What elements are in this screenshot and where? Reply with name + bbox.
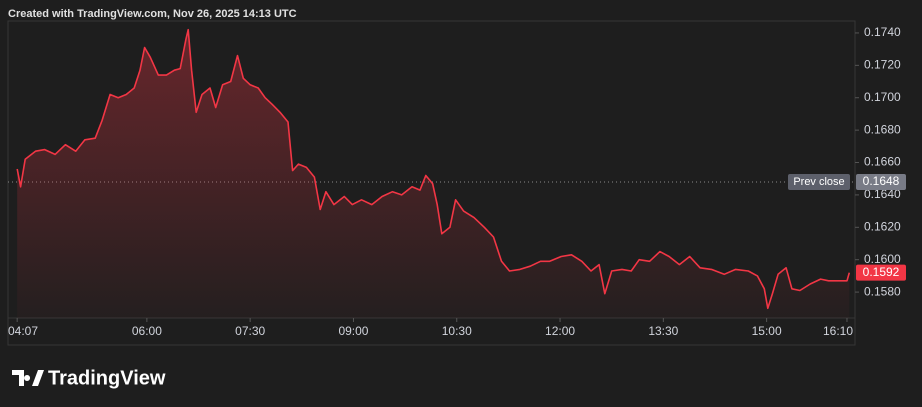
x-tick-label: 07:30 [235, 324, 265, 338]
x-tick-label: 10:30 [442, 324, 472, 338]
prev-close-value: 0.1648 [863, 174, 900, 188]
x-tick-label: 16:10 [823, 324, 853, 338]
y-tick-label: 0.1680 [864, 122, 901, 136]
price-line [16, 28, 851, 310]
logo-icon [12, 370, 44, 386]
prev-close-tag [788, 173, 850, 190]
x-tick-label: 06:00 [132, 324, 162, 338]
x-tick-label: 04:07 [8, 324, 38, 338]
y-tick-label: 0.1700 [864, 90, 901, 104]
y-tick-label: 0.1580 [864, 284, 901, 298]
y-tick-label: 0.1620 [864, 219, 901, 233]
y-tick-label: 0.1600 [864, 252, 901, 266]
y-tick-label: 0.1720 [864, 58, 901, 72]
prev-close-value-tag [856, 173, 906, 190]
y-tick-label: 0.1640 [864, 187, 901, 201]
x-tick-label: 12:00 [545, 324, 575, 338]
logo-text: TradingView [48, 367, 166, 389]
last-value: 0.1592 [863, 265, 900, 279]
logo: TradingView [12, 367, 166, 389]
area [17, 29, 850, 318]
y-tick-label: 0.1660 [864, 155, 901, 169]
y-tick-label: 0.1740 [864, 25, 901, 39]
prev-close-label: Prev close [793, 176, 844, 188]
x-tick-label: 13:30 [648, 324, 678, 338]
x-tick-label: 09:00 [338, 324, 368, 338]
last-value-tag [856, 264, 906, 281]
header-text: Created with TradingView.com, Nov 26, 20… [8, 8, 297, 20]
x-tick-label: 15:00 [752, 324, 782, 338]
